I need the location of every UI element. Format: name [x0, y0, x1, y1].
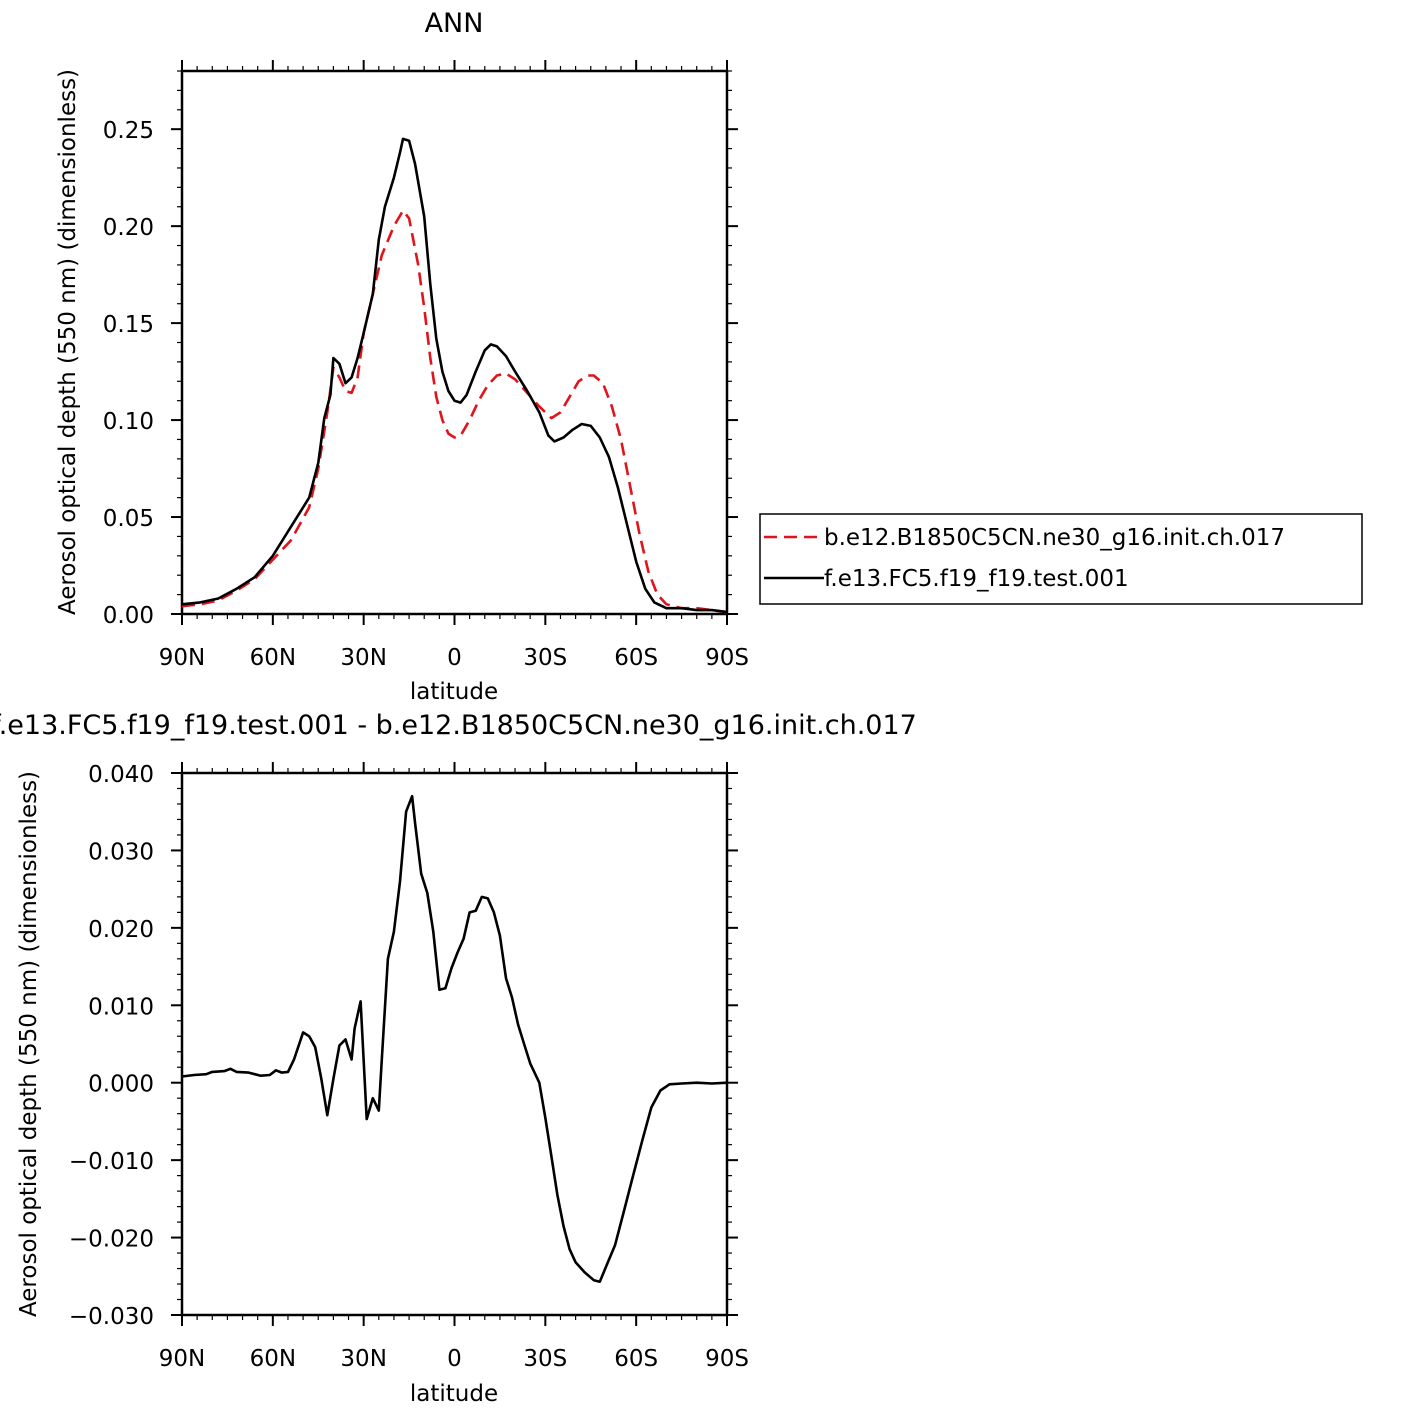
legend-label-series-1: b.e12.B1850C5CN.ne30_g16.init.ch.017	[824, 525, 1285, 551]
bottom-x-tick-label: 30S	[523, 1346, 567, 1372]
bottom-plot-frame	[180, 771, 729, 1317]
bottom-x-tick-label: 90S	[705, 1346, 749, 1372]
top-y-axis-label: Aerosol optical depth (550 nm) (dimensio…	[55, 69, 81, 615]
top-x-tick-label: 0	[447, 645, 462, 671]
top-y-tick-label: 0.05	[103, 506, 154, 532]
bottom-y-tick-label: −0.020	[69, 1227, 154, 1253]
bottom-panel: f.e13.FC5.f19_f19.test.001 - b.e12.B1850…	[0, 710, 917, 1407]
bottom-y-tick-label: 0.040	[88, 762, 154, 788]
bottom-y-tick-labels: −0.030 −0.020 −0.010 0.000 0.010 0.020 0.030 0.…	[69, 762, 154, 1330]
top-y-tick-label: 0.10	[103, 409, 154, 435]
top-series-lines	[181, 137, 728, 614]
legend: b.e12.B1850C5CN.ne30_g16.init.ch.017 f.e…	[759, 513, 1363, 605]
top-plot-frame	[180, 69, 729, 616]
bottom-y-tick-label: 0.030	[88, 839, 154, 865]
bottom-series-line-1	[181, 794, 728, 1283]
legend-label-series-2: f.e13.FC5.f19_f19.test.001	[824, 566, 1129, 592]
bottom-y-tick-label: 0.000	[88, 1072, 154, 1098]
top-x-tick-label: 30N	[340, 645, 386, 671]
top-y-tick-label: 0.25	[103, 118, 154, 144]
top-axis-ticks	[171, 60, 738, 625]
bottom-x-tick-label: 0	[447, 1346, 462, 1372]
top-panel: ANN 0.00 0.05 0.10 0.15 0.20 0.25 90N 60N 30N 0 3…	[55, 8, 749, 705]
top-x-tick-labels: 90N 60N 30N 0 30S 60S 90S	[159, 645, 749, 671]
bottom-x-axis-label: latitude	[410, 1381, 498, 1407]
bottom-y-axis-label: Aerosol optical depth (550 nm) (dimensio…	[16, 771, 42, 1317]
top-y-tick-label: 0.20	[103, 215, 154, 241]
top-x-tick-label: 60N	[250, 645, 296, 671]
bottom-chart-title: f.e13.FC5.f19_f19.test.001 - b.e12.B1850…	[0, 710, 917, 741]
bottom-x-tick-labels: 90N 60N 30N 0 30S 60S 90S	[159, 1346, 749, 1372]
top-chart-title: ANN	[425, 8, 484, 39]
bottom-x-tick-label: 60S	[614, 1346, 658, 1372]
bottom-y-tick-label: −0.010	[69, 1149, 154, 1175]
top-y-tick-label: 0.00	[103, 603, 154, 629]
bottom-y-tick-label: 0.020	[88, 917, 154, 943]
top-y-tick-labels: 0.00 0.05 0.10 0.15 0.20 0.25	[103, 118, 154, 629]
bottom-x-tick-label: 30N	[340, 1346, 386, 1372]
top-x-tick-label: 90N	[159, 645, 205, 671]
top-x-tick-label: 90S	[705, 645, 749, 671]
top-x-tick-label: 60S	[614, 645, 658, 671]
bottom-y-tick-label: 0.010	[88, 994, 154, 1020]
top-x-axis-label: latitude	[410, 679, 498, 705]
bottom-x-tick-label: 60N	[250, 1346, 296, 1372]
bottom-axis-ticks	[171, 762, 738, 1326]
top-series-line-2	[181, 137, 728, 614]
top-x-tick-label: 30S	[523, 645, 567, 671]
bottom-x-tick-label: 90N	[159, 1346, 205, 1372]
legend-box	[759, 513, 1363, 605]
bottom-y-tick-label: −0.030	[69, 1304, 154, 1330]
top-series-line-1	[181, 209, 728, 614]
top-y-tick-label: 0.15	[103, 312, 154, 338]
bottom-series-lines	[181, 794, 728, 1283]
